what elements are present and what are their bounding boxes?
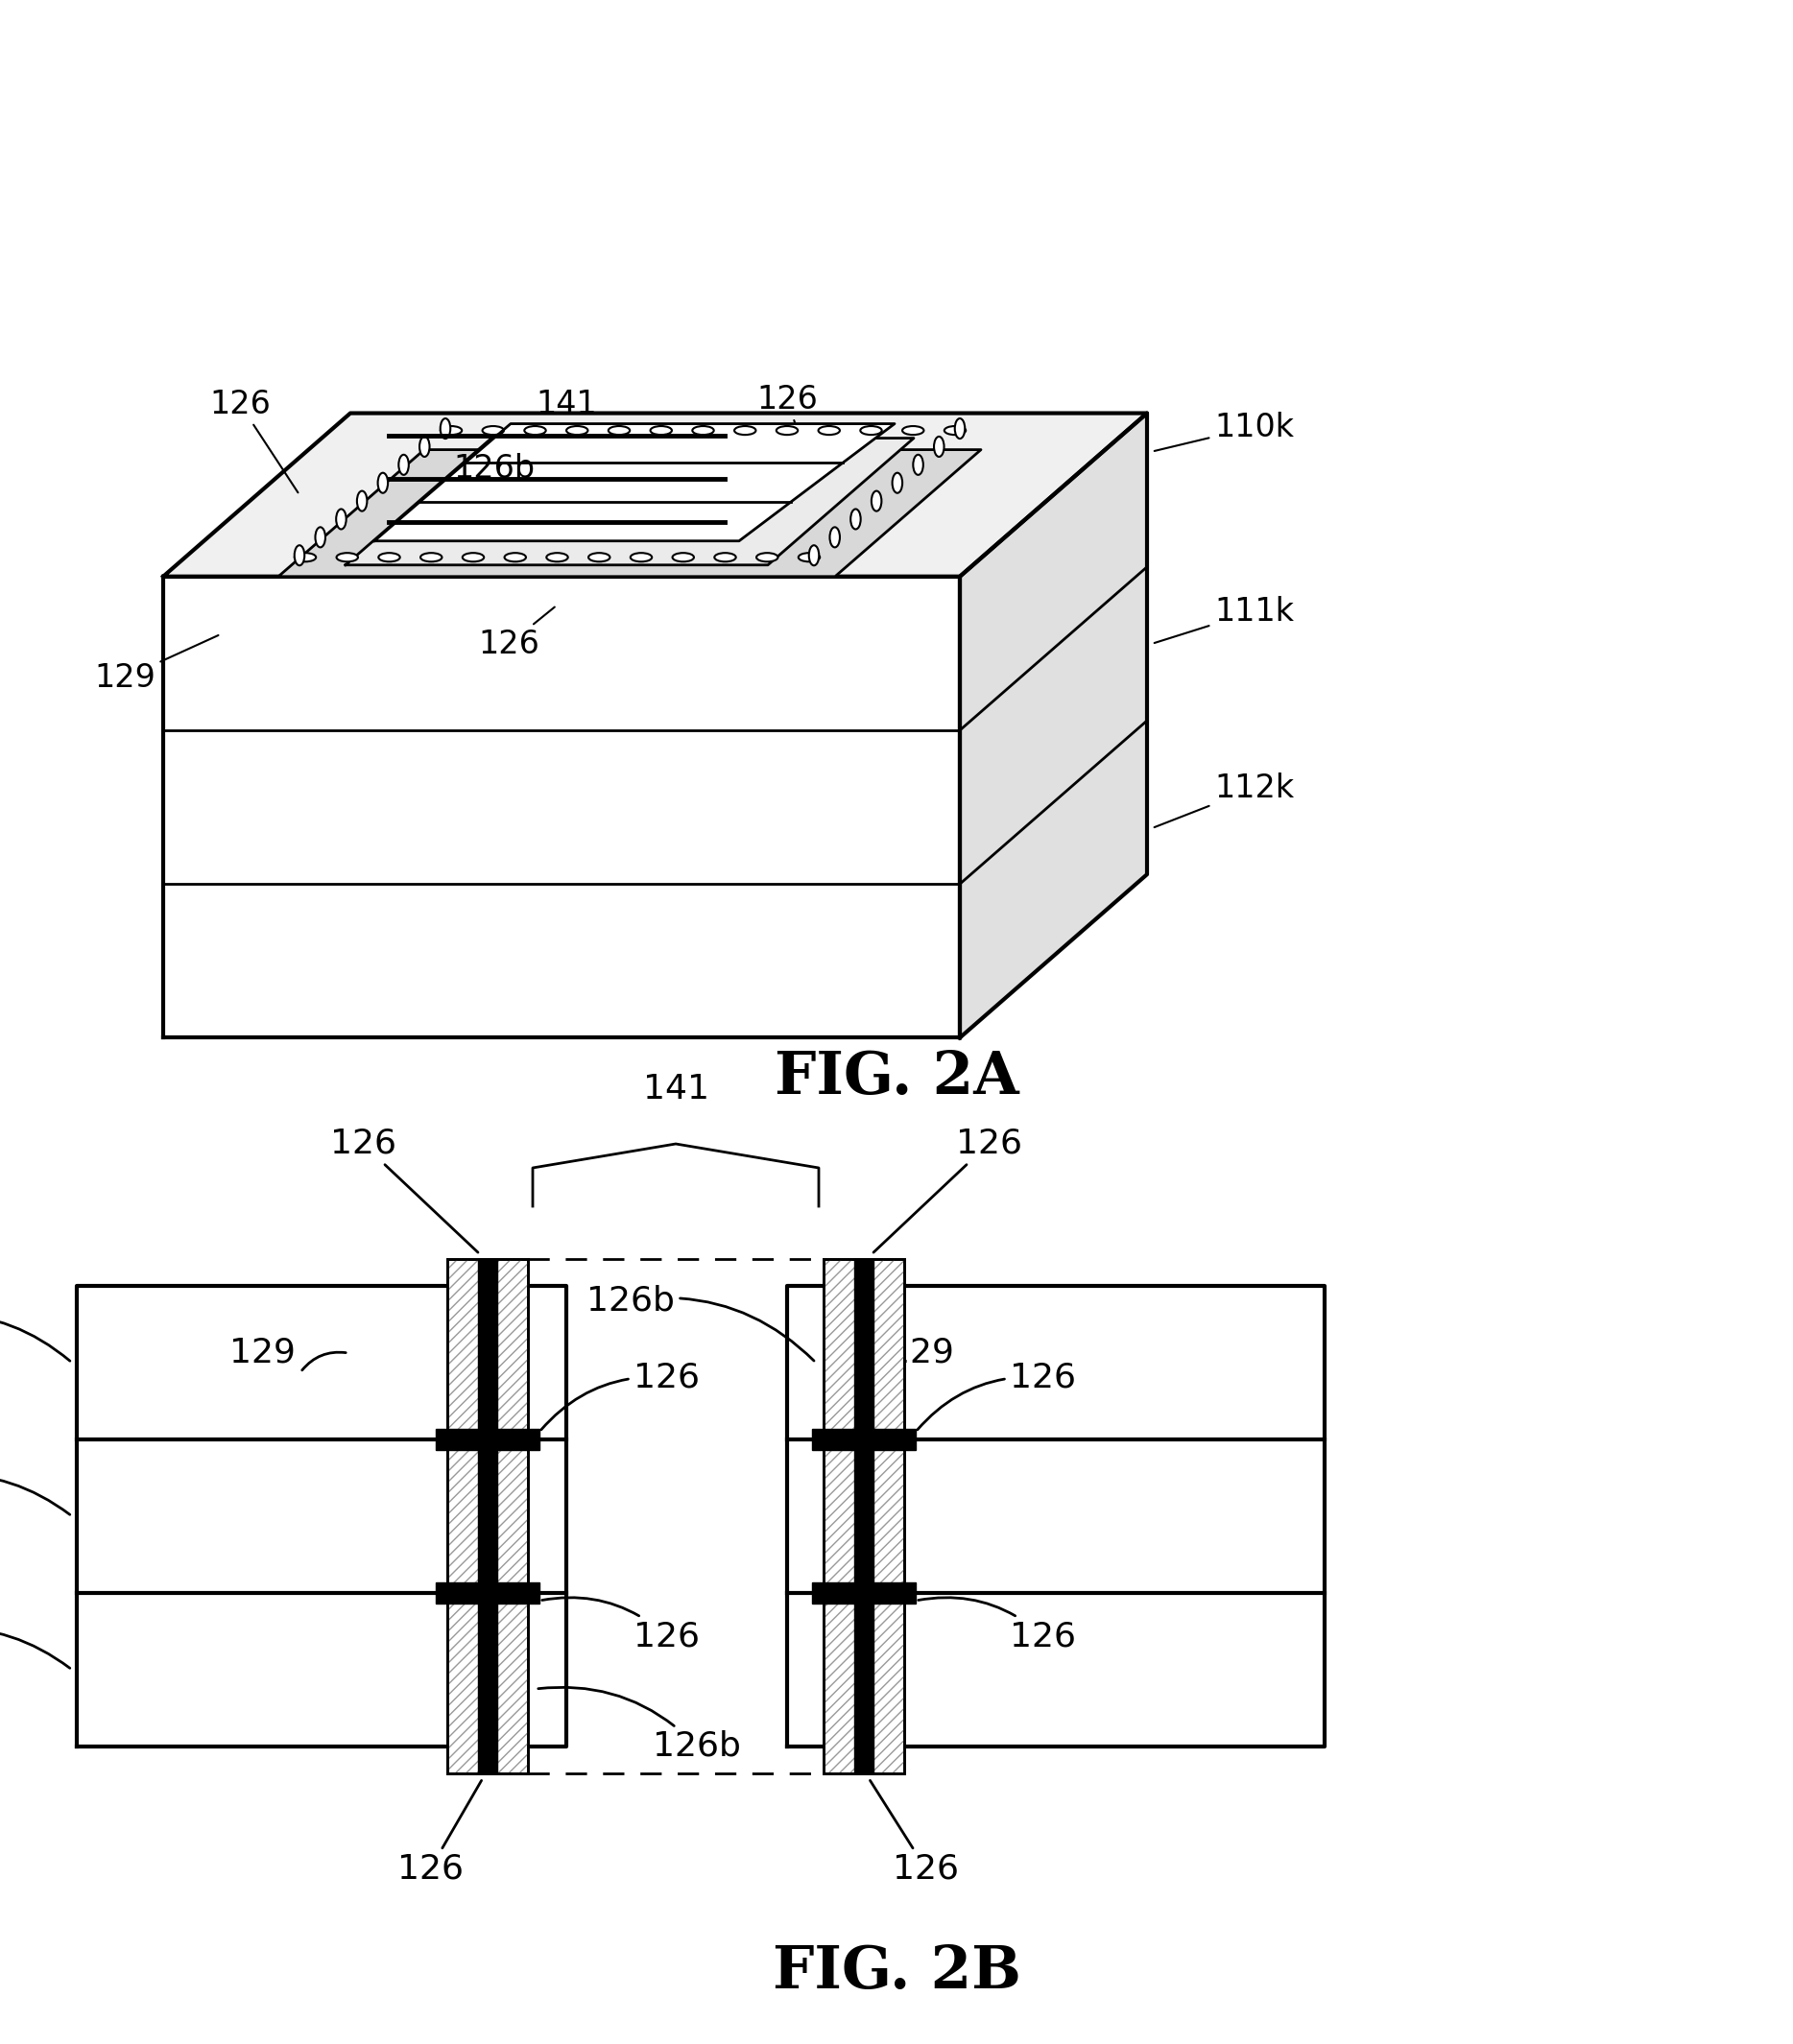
Ellipse shape [421, 554, 441, 562]
Ellipse shape [893, 472, 902, 493]
Ellipse shape [420, 437, 430, 456]
Ellipse shape [463, 554, 484, 562]
Bar [446, 1259, 527, 1774]
Text: 126: 126 [918, 1598, 1076, 1652]
Ellipse shape [337, 554, 359, 562]
Ellipse shape [934, 437, 945, 456]
Text: 126: 126 [396, 1780, 482, 1887]
Bar [823, 1259, 904, 1774]
Ellipse shape [902, 425, 923, 435]
Ellipse shape [818, 425, 839, 435]
Text: 110k: 110k [1155, 411, 1295, 452]
Text: 126: 126 [541, 1598, 699, 1652]
Ellipse shape [316, 527, 325, 548]
Ellipse shape [798, 554, 819, 562]
Text: 126: 126 [541, 1361, 699, 1429]
Ellipse shape [294, 554, 316, 562]
Ellipse shape [441, 419, 450, 439]
Ellipse shape [956, 419, 965, 439]
Text: 129: 129 [888, 1337, 954, 1369]
Ellipse shape [861, 425, 882, 435]
Ellipse shape [294, 546, 305, 566]
Text: 129: 129 [93, 636, 219, 693]
Ellipse shape [631, 554, 653, 562]
Text: 141: 141 [642, 1073, 708, 1106]
Ellipse shape [588, 554, 610, 562]
Ellipse shape [378, 554, 400, 562]
Ellipse shape [398, 454, 409, 474]
Bar [446, 1259, 527, 1774]
Text: 126: 126 [210, 388, 298, 493]
Ellipse shape [735, 425, 757, 435]
Polygon shape [812, 1429, 916, 1449]
Ellipse shape [547, 554, 568, 562]
Ellipse shape [441, 425, 463, 435]
Text: 126: 126 [479, 607, 554, 660]
Ellipse shape [757, 554, 778, 562]
Ellipse shape [672, 554, 694, 562]
Text: 126: 126 [873, 1128, 1022, 1253]
Text: 112k: 112k [0, 1619, 70, 1668]
Text: FIG. 2A: FIG. 2A [775, 1049, 1018, 1108]
Text: 126: 126 [536, 499, 597, 556]
Polygon shape [436, 1429, 540, 1449]
Polygon shape [436, 1582, 540, 1605]
Text: 129: 129 [230, 1337, 296, 1369]
Ellipse shape [809, 546, 819, 566]
Ellipse shape [945, 425, 966, 435]
Text: 141: 141 [536, 388, 597, 517]
Ellipse shape [871, 491, 882, 511]
Ellipse shape [504, 554, 525, 562]
Text: 126: 126 [757, 384, 818, 478]
Polygon shape [77, 1286, 567, 1746]
Polygon shape [163, 576, 959, 1038]
Polygon shape [479, 1259, 497, 1774]
Ellipse shape [692, 425, 714, 435]
Ellipse shape [830, 527, 839, 548]
Text: 126: 126 [870, 1780, 959, 1887]
Ellipse shape [714, 554, 735, 562]
Ellipse shape [567, 425, 588, 435]
Polygon shape [375, 423, 895, 542]
Text: 126: 126 [918, 1361, 1076, 1429]
Text: 126b: 126b [454, 454, 534, 484]
Bar [823, 1259, 904, 1774]
Ellipse shape [482, 425, 504, 435]
Ellipse shape [357, 491, 368, 511]
Polygon shape [787, 1286, 1325, 1746]
Text: 111k: 111k [0, 1466, 70, 1515]
Text: 126b: 126b [586, 1284, 814, 1361]
Polygon shape [853, 1259, 873, 1774]
Bar [446, 1259, 527, 1774]
Ellipse shape [524, 425, 545, 435]
Ellipse shape [913, 454, 923, 474]
Polygon shape [278, 450, 981, 576]
Text: FIG. 2B: FIG. 2B [773, 1944, 1020, 2001]
Polygon shape [959, 413, 1148, 1038]
Text: 110k: 110k [0, 1304, 70, 1361]
Ellipse shape [850, 509, 861, 529]
Text: 111k: 111k [1155, 595, 1295, 644]
Ellipse shape [651, 425, 672, 435]
Text: 126b: 126b [538, 1686, 741, 1762]
Ellipse shape [776, 425, 798, 435]
Ellipse shape [335, 509, 346, 529]
Polygon shape [346, 437, 914, 564]
Bar [823, 1259, 904, 1774]
Ellipse shape [378, 472, 387, 493]
Text: 126: 126 [330, 1128, 479, 1253]
Text: 112k: 112k [1155, 773, 1295, 828]
Polygon shape [163, 413, 1148, 576]
Polygon shape [812, 1582, 916, 1605]
Ellipse shape [608, 425, 629, 435]
